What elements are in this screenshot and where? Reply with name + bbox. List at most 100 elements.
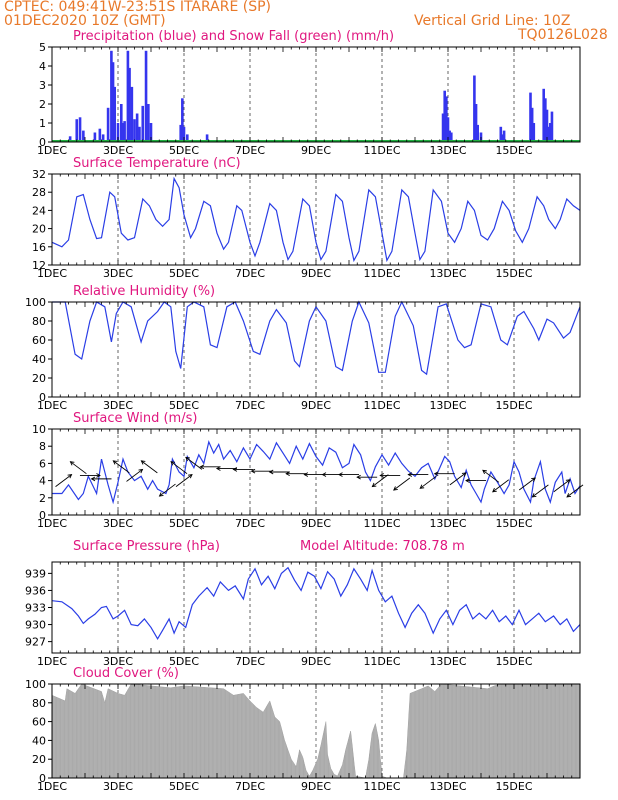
wind-vector: [492, 479, 510, 493]
precip-bar: [128, 67, 131, 142]
wind-vector: [232, 467, 254, 472]
wind-vector: [215, 466, 237, 471]
x-tick-label: 15DEC: [495, 517, 532, 530]
y-tick-label: 12: [32, 259, 46, 272]
precip-bar: [126, 50, 130, 142]
precip-bar: [550, 111, 554, 142]
y-tick-label: 20: [32, 223, 46, 236]
y-tick-label: 2: [39, 492, 46, 505]
wind-vector: [338, 472, 359, 477]
precip-bar: [147, 104, 150, 142]
wind-vector: [371, 474, 389, 488]
y-tick-label: 930: [25, 619, 46, 632]
precip-bar: [116, 123, 120, 142]
x-tick-label: 1DEC: [37, 144, 67, 157]
x-tick-label: 1DEC: [37, 780, 67, 793]
x-tick-label: 13DEC: [429, 780, 466, 793]
precip-bar: [141, 105, 145, 142]
precip-bar: [113, 86, 116, 142]
precip-bar: [181, 98, 184, 142]
precip-bar: [182, 126, 186, 142]
humidity-line: [52, 300, 581, 376]
precip-bar: [68, 136, 72, 142]
y-tick-label: 80: [32, 315, 46, 328]
y-tick-label: 24: [32, 204, 46, 217]
precip-bar: [530, 107, 534, 142]
wind-vector: [140, 460, 158, 474]
precip-bar: [98, 128, 102, 142]
x-tick-label: 3DEC: [103, 780, 133, 793]
pressure-line: [51, 566, 581, 640]
x-tick-label: 1DEC: [37, 267, 67, 280]
wind-vector: [419, 475, 437, 489]
humidity-title: Relative Humidity (%): [73, 284, 216, 299]
x-tick-label: 11DEC: [363, 780, 400, 793]
y-tick-label: 933: [25, 602, 46, 615]
cloud-title: Cloud Cover (%): [73, 666, 179, 681]
wind-vector: [79, 473, 101, 478]
wind-vector: [185, 456, 203, 470]
wind-title: Surface Wind (m/s): [73, 411, 198, 426]
x-tick-label: 13DEC: [429, 517, 466, 530]
y-tick-label: 4: [39, 475, 46, 488]
pressure-title: Surface Pressure (hPa): [73, 539, 220, 554]
wind-vector: [482, 469, 500, 483]
wind-vector: [285, 471, 307, 477]
wind-vector: [199, 464, 221, 470]
precip-bar: [123, 121, 126, 142]
y-tick-label: 16: [32, 241, 46, 254]
precip-panel: 0 1 2 3 4 5 1DEC 3DEC 5DEC 7DEC 9DEC 11DEC 13DEC 15DE…: [37, 41, 581, 157]
precip-bar: [441, 113, 445, 142]
y-tick-label: 10: [32, 423, 46, 436]
precip-bar: [544, 98, 547, 142]
x-tick-label: 7DEC: [235, 517, 265, 530]
x-tick-label: 9DEC: [301, 144, 331, 157]
precip-bar: [179, 124, 182, 142]
wind-vector: [69, 461, 87, 475]
wind-vector: [175, 474, 193, 487]
precip-bar: [121, 123, 125, 142]
wind-vector: [407, 472, 429, 477]
y-tick-label: 60: [32, 716, 46, 729]
x-tick-label: 9DEC: [301, 517, 331, 530]
precip-bar: [133, 119, 136, 142]
header-station: CPTEC: 049:41W-23:51S ITARARE (SP): [4, 0, 272, 15]
wind-vector: [55, 474, 73, 487]
x-tick-label: 5DEC: [169, 517, 199, 530]
x-tick-label: 3DEC: [103, 267, 133, 280]
x-tick-label: 11DEC: [363, 399, 400, 412]
x-tick-label: 5DEC: [169, 780, 199, 793]
x-tick-label: 15DEC: [495, 655, 532, 668]
y-tick-label: 60: [32, 334, 46, 347]
precip-bar: [446, 117, 450, 142]
precip-bar: [474, 104, 478, 142]
cloud-panel: 0 20 40 60 80 100 1DEC 3DEC 5DEC 7DEC 9DEC 11DEC 13D…: [25, 678, 581, 793]
x-tick-label: 7DEC: [235, 780, 265, 793]
precip-bar: [101, 134, 105, 142]
wind-vector: [465, 478, 487, 483]
wind-vector: [303, 472, 325, 477]
precip-bar: [82, 130, 85, 142]
precip-bar: [205, 134, 209, 142]
x-tick-label: 5DEC: [169, 655, 199, 668]
wind-vector: [531, 484, 549, 498]
wind-vector: [268, 469, 290, 475]
precip-bar: [545, 109, 549, 142]
x-tick-label: 15DEC: [495, 267, 532, 280]
y-tick-label: 40: [32, 734, 46, 747]
precip-bar: [549, 123, 552, 142]
header-datetime: 01DEC2020 10Z (GMT): [4, 13, 166, 29]
wind-vector: [393, 477, 411, 491]
y-tick-label: 80: [32, 697, 46, 710]
x-tick-label: 13DEC: [429, 267, 466, 280]
altitude-note: Model Altitude: 708.78 m: [300, 539, 465, 554]
x-tick-label: 7DEC: [235, 655, 265, 668]
y-tick-label: 4: [39, 60, 46, 73]
x-tick-label: 9DEC: [301, 267, 331, 280]
wind-vector: [126, 468, 144, 482]
cloud-cover-area: [51, 683, 581, 779]
wind-vector: [449, 472, 467, 486]
pressure-panel: 927 930 933 936 939 1DEC 3DEC 5DEC 7DEC 9DEC 11DEC…: [25, 561, 581, 668]
wind-vector: [90, 476, 112, 482]
y-tick-label: 0: [39, 136, 46, 149]
